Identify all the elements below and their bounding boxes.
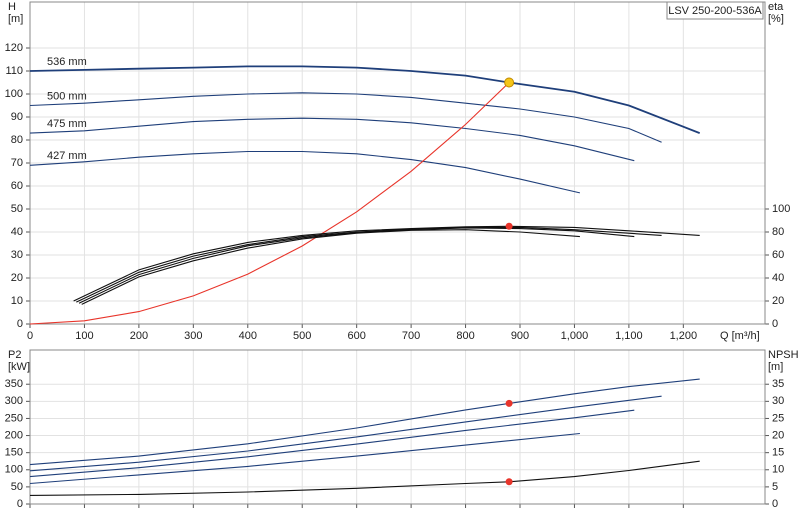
- operating-point: [505, 222, 513, 230]
- operating-point: [505, 478, 513, 486]
- y-tick-label: 80: [11, 134, 23, 146]
- y2-tick-label: 15: [772, 447, 784, 459]
- x-tick-label: 700: [402, 330, 420, 342]
- curve: [29, 65, 701, 134]
- x-tick-label: 400: [239, 330, 257, 342]
- x-tick-label: 0: [27, 330, 33, 342]
- y-tick-label: 50: [11, 481, 23, 493]
- y-tick-label: 30: [11, 249, 23, 261]
- y-tick-label: 110: [5, 65, 23, 77]
- y-tick-label: 60: [11, 180, 23, 192]
- x-tick-label: 1,200: [670, 330, 698, 342]
- y2-tick-label: 0: [772, 318, 778, 330]
- plot-frame: [29, 1, 766, 325]
- y-tick-label: 0: [17, 318, 23, 330]
- y2-tick-label: 30: [772, 395, 784, 407]
- curve: [29, 409, 635, 478]
- y-tick-label: 200: [5, 429, 23, 441]
- y-axis-label: H: [8, 1, 16, 13]
- y2-tick-label: 20: [772, 295, 784, 307]
- y-tick-label: 70: [11, 157, 23, 169]
- y2-tick-label: 35: [772, 378, 784, 390]
- y-tick-label: 120: [5, 42, 23, 54]
- y-tick-label: 40: [11, 226, 23, 238]
- x-tick-label: 100: [75, 330, 93, 342]
- curve: [81, 229, 580, 305]
- x-tick-label: 1,000: [561, 330, 589, 342]
- x-tick-label: 800: [456, 330, 474, 342]
- curve: [29, 460, 700, 496]
- operating-point: [504, 77, 515, 88]
- operating-point: [505, 399, 513, 407]
- y2-axis-unit: [%]: [768, 13, 784, 25]
- y2-axis-label: eta: [768, 1, 784, 13]
- y-tick-label: 90: [11, 111, 23, 123]
- y2-tick-label: 40: [772, 272, 784, 284]
- curve: [73, 225, 700, 302]
- curve-label: 500 mm: [47, 90, 87, 102]
- x-tick-label: 1,100: [615, 330, 643, 342]
- y-tick-label: 20: [11, 272, 23, 284]
- y-tick-label: 300: [5, 395, 23, 407]
- curve: [29, 150, 581, 194]
- y-tick-label: 10: [11, 295, 23, 307]
- curve: [29, 82, 510, 325]
- y2-tick-label: 20: [772, 429, 784, 441]
- y-axis-unit: [m]: [8, 13, 23, 25]
- y2-tick-label: 60: [772, 249, 784, 261]
- curve: [29, 117, 635, 162]
- curve: [76, 226, 662, 303]
- y-axis-unit: [kW]: [8, 361, 30, 373]
- y2-axis-unit: [m]: [768, 361, 783, 373]
- y-tick-label: 100: [5, 464, 23, 476]
- curve-label: 536 mm: [47, 56, 87, 68]
- y-tick-label: 150: [5, 447, 23, 459]
- curve: [29, 432, 580, 485]
- chart-title: LSV 250-200-536A: [668, 5, 762, 17]
- y2-tick-label: 80: [772, 226, 784, 238]
- curve-label: 475 mm: [47, 118, 87, 130]
- y2-tick-label: 0: [772, 498, 778, 510]
- y-tick-label: 0: [17, 498, 23, 510]
- plot-frame: [29, 349, 766, 505]
- y2-tick-label: 5: [772, 481, 778, 493]
- y-axis-label: P2: [8, 349, 21, 361]
- curve: [29, 395, 662, 472]
- y-tick-label: 50: [11, 203, 23, 215]
- curve-label: 427 mm: [47, 150, 87, 162]
- curve: [29, 92, 662, 143]
- y-tick-label: 250: [5, 412, 23, 424]
- x-axis-label: Q [m³/h]: [720, 330, 760, 342]
- x-tick-label: 300: [184, 330, 202, 342]
- x-tick-label: 200: [130, 330, 148, 342]
- y2-tick-label: 25: [772, 412, 784, 424]
- y2-tick-label: 100: [772, 203, 790, 215]
- title-box: [666, 1, 764, 20]
- x-tick-label: 500: [293, 330, 311, 342]
- y-tick-label: 350: [5, 378, 23, 390]
- x-tick-label: 600: [347, 330, 365, 342]
- y-tick-label: 100: [5, 88, 23, 100]
- x-tick-label: 900: [511, 330, 529, 342]
- y2-tick-label: 10: [772, 464, 784, 476]
- y2-axis-label: NPSH: [768, 349, 799, 361]
- curve: [78, 227, 635, 304]
- curve: [29, 378, 700, 466]
